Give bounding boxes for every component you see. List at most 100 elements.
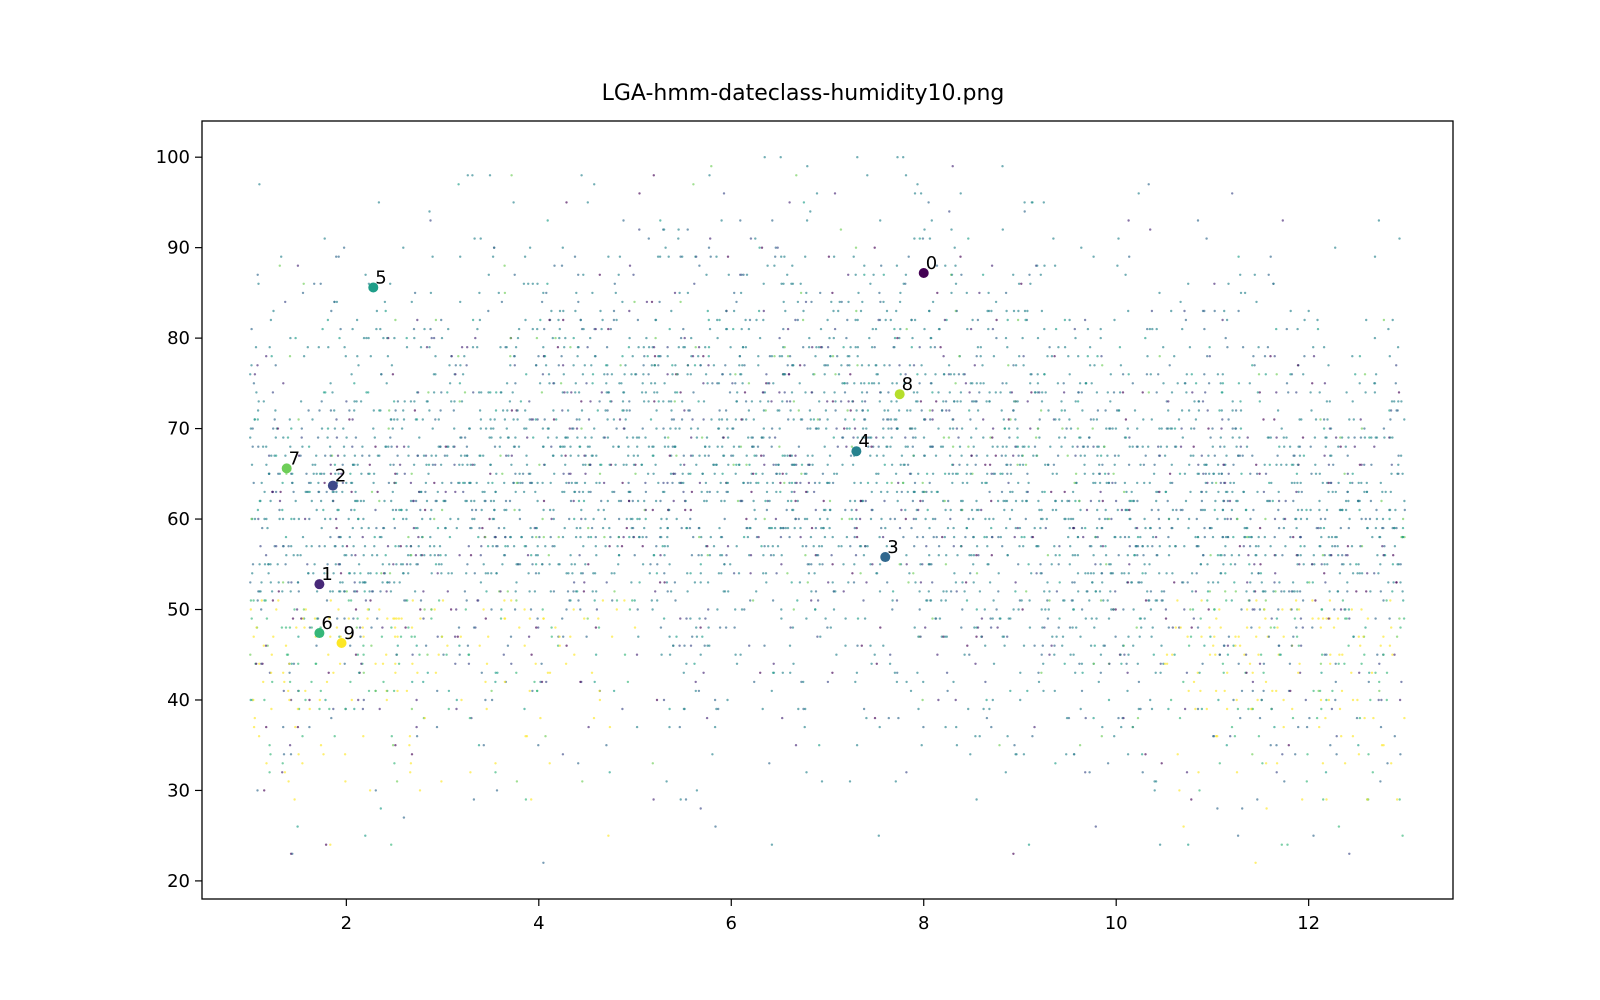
data-point — [345, 436, 348, 439]
data-point — [702, 418, 705, 421]
data-point — [677, 228, 680, 231]
data-point — [1324, 771, 1328, 774]
data-point — [780, 355, 784, 358]
data-point — [1221, 391, 1224, 394]
data-point — [1247, 707, 1250, 711]
data-point — [425, 463, 428, 466]
data-point — [1225, 454, 1228, 457]
data-point — [952, 535, 956, 539]
data-point — [313, 617, 317, 620]
data-point — [734, 382, 737, 385]
data-point — [1075, 626, 1078, 629]
data-point — [395, 653, 398, 656]
data-point — [1199, 508, 1203, 512]
data-point — [1021, 336, 1024, 340]
data-point — [1382, 635, 1385, 638]
data-point — [717, 707, 720, 711]
data-point — [1363, 490, 1366, 494]
data-point — [707, 626, 710, 629]
data-point — [393, 418, 396, 421]
data-point — [875, 572, 879, 575]
data-point — [1400, 400, 1403, 403]
data-point — [1378, 535, 1381, 539]
data-point — [1001, 165, 1004, 168]
data-point — [503, 291, 507, 295]
data-point — [441, 481, 444, 485]
data-point — [1251, 454, 1254, 457]
data-point — [988, 581, 992, 584]
data-point — [1165, 445, 1169, 448]
data-point — [1248, 545, 1252, 548]
data-point — [447, 572, 450, 575]
data-point — [1273, 517, 1277, 521]
data-point — [943, 535, 946, 539]
data-point — [1387, 581, 1390, 584]
data-point — [1014, 418, 1017, 421]
data-point — [788, 454, 792, 457]
data-point — [950, 228, 953, 231]
data-point — [944, 264, 947, 267]
data-point — [826, 463, 829, 466]
data-point — [783, 255, 786, 258]
data-point — [926, 599, 929, 602]
data-point — [349, 680, 352, 684]
data-point — [1221, 508, 1225, 512]
data-point — [1382, 427, 1386, 430]
data-point — [688, 526, 692, 530]
data-point — [640, 391, 644, 394]
data-point — [1194, 590, 1198, 593]
data-point — [407, 454, 410, 457]
data-point — [1101, 725, 1104, 729]
data-point — [305, 472, 308, 475]
data-point — [1395, 581, 1398, 584]
data-point — [1089, 572, 1093, 575]
data-point — [988, 400, 991, 403]
data-point — [1200, 599, 1203, 602]
data-point — [955, 309, 958, 313]
data-point — [1391, 436, 1394, 439]
data-point — [951, 472, 954, 475]
data-point — [637, 535, 641, 539]
data-point — [297, 689, 300, 693]
data-point — [589, 400, 592, 403]
data-point — [1270, 707, 1273, 711]
data-point — [855, 409, 858, 412]
data-point — [506, 590, 509, 593]
data-point — [698, 264, 701, 267]
data-point — [563, 445, 566, 448]
data-point — [1340, 735, 1343, 738]
data-point — [495, 572, 498, 575]
data-point — [1126, 581, 1130, 584]
data-point — [1024, 463, 1028, 466]
data-point — [1122, 716, 1125, 720]
data-point — [912, 391, 916, 394]
data-point — [473, 517, 476, 521]
data-point — [362, 653, 365, 656]
data-point — [354, 608, 358, 611]
data-point — [364, 834, 367, 837]
data-point — [1374, 373, 1378, 376]
data-point — [799, 481, 802, 485]
data-point — [1149, 608, 1153, 611]
data-point — [1237, 454, 1240, 457]
data-point — [548, 382, 551, 385]
data-point — [975, 635, 978, 638]
data-point — [1220, 409, 1224, 412]
data-point — [434, 454, 438, 457]
data-point — [582, 327, 585, 331]
data-point — [828, 481, 831, 485]
data-point — [316, 436, 320, 439]
data-point — [972, 563, 975, 566]
data-point — [577, 391, 581, 394]
data-point — [331, 590, 334, 593]
data-point — [1114, 499, 1118, 503]
data-point — [1326, 563, 1329, 566]
data-point — [1366, 526, 1369, 530]
data-point — [1131, 382, 1135, 385]
data-point — [502, 653, 505, 656]
data-point — [587, 418, 591, 421]
data-point — [1158, 355, 1161, 358]
data-point — [637, 346, 640, 349]
data-point — [1239, 409, 1243, 412]
data-point — [1238, 644, 1242, 647]
